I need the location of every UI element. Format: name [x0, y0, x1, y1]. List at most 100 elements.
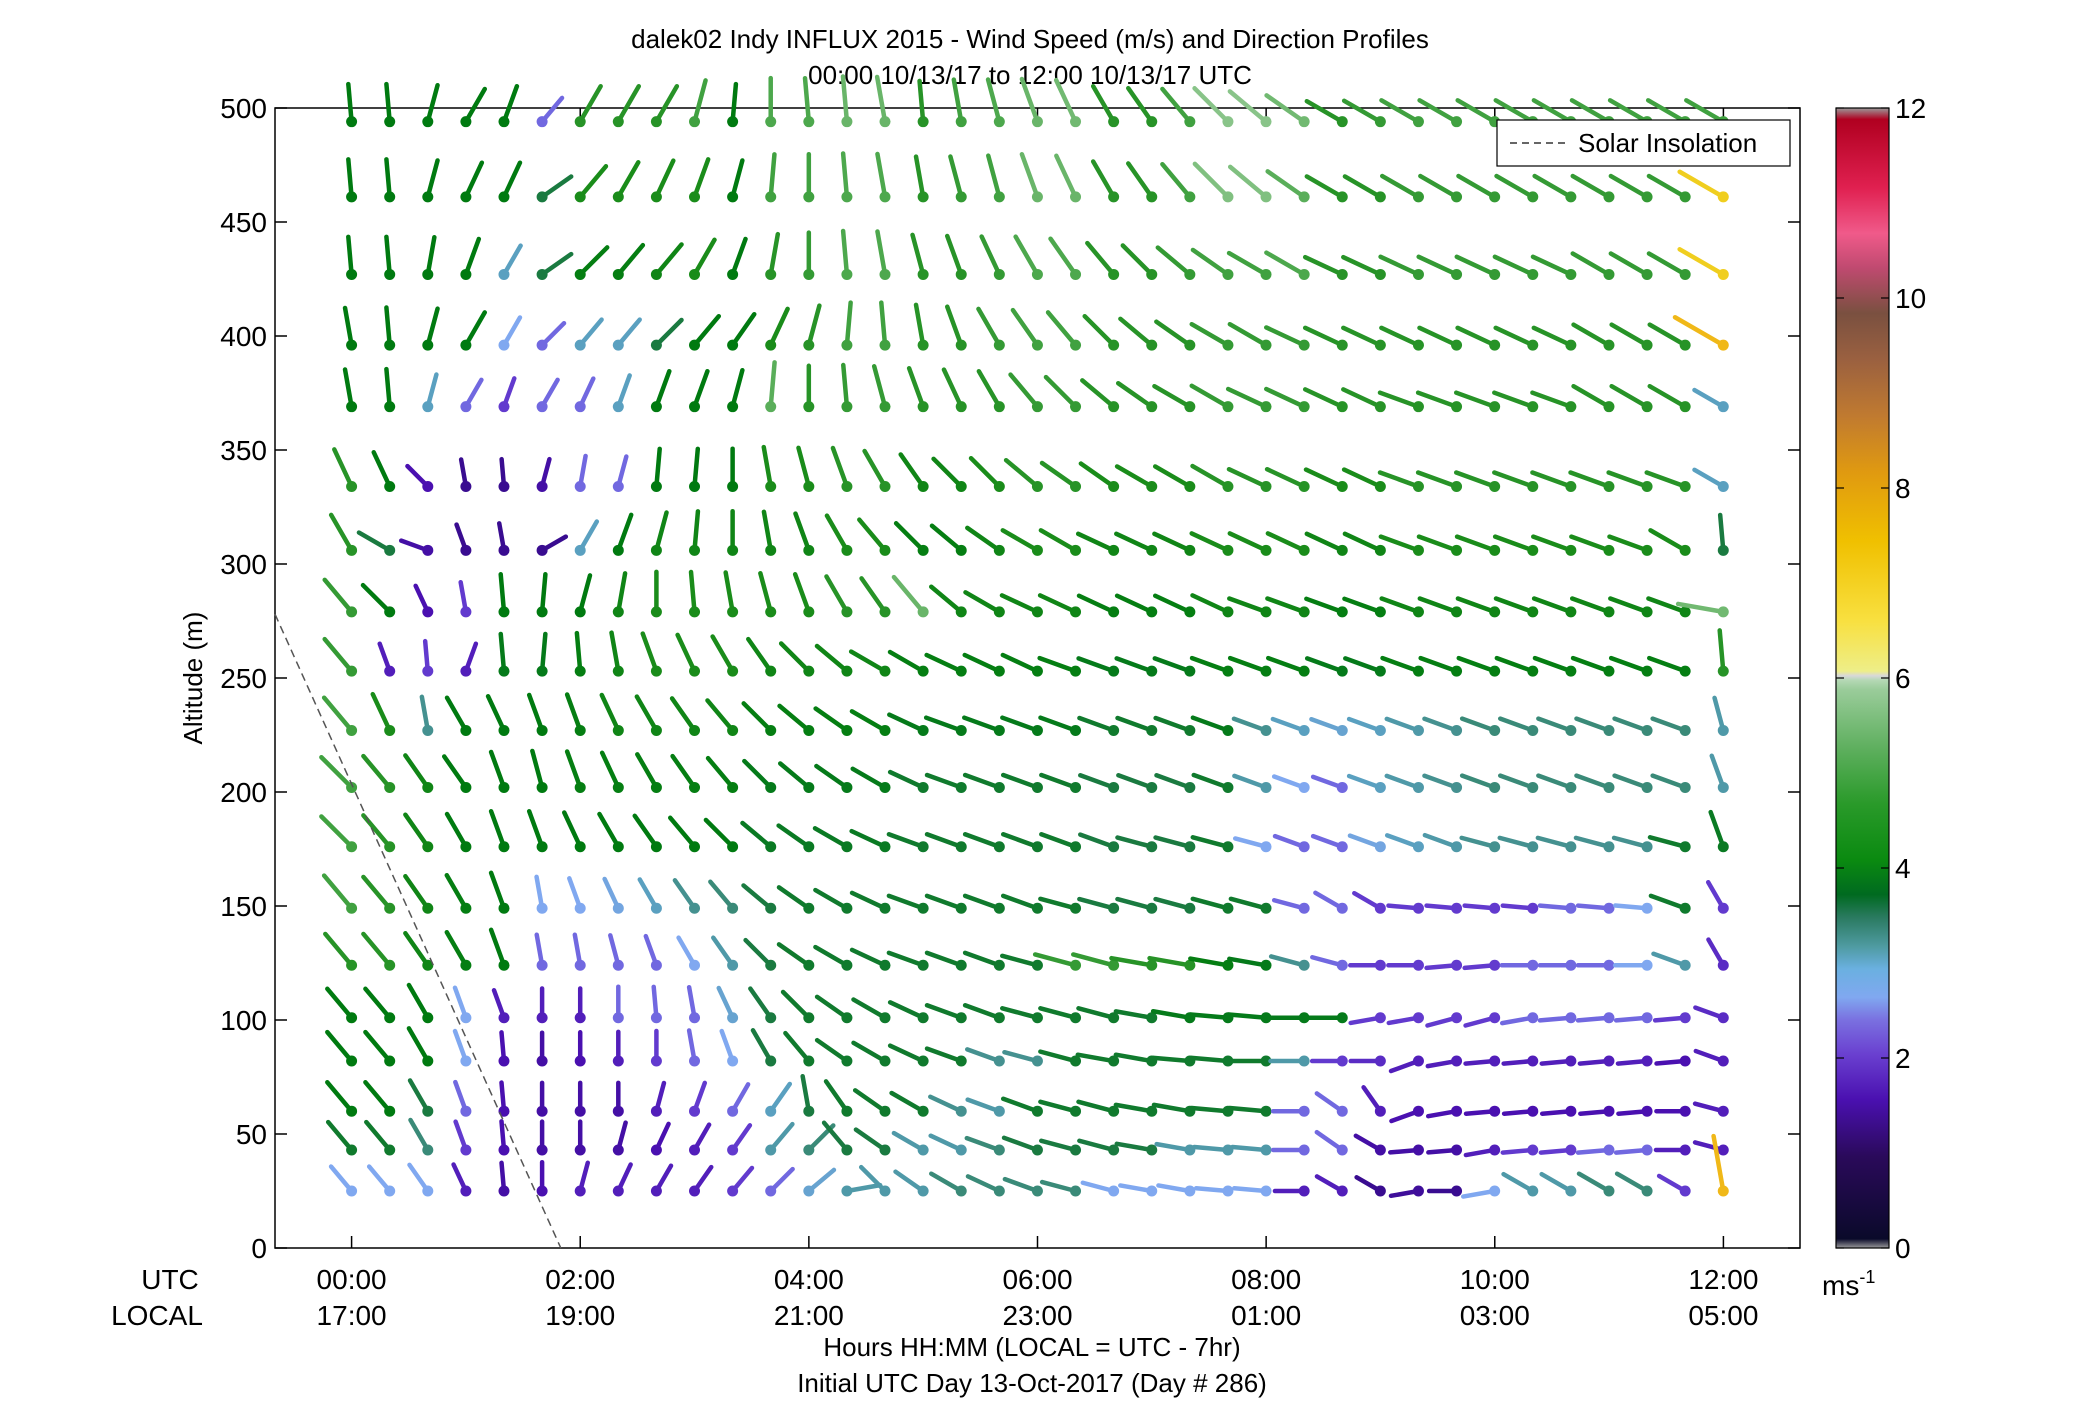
wind-barb-dot — [1565, 544, 1577, 556]
wind-barb-dot — [384, 544, 396, 556]
wind-barb-dot — [1260, 544, 1272, 556]
wind-barb-shaft — [403, 812, 431, 849]
wind-barb-dot — [1374, 1185, 1386, 1197]
wind-barb — [849, 709, 891, 736]
wind-barb-dot — [1146, 480, 1158, 492]
wind-barb — [1160, 161, 1196, 203]
wind-barb — [498, 160, 523, 203]
wind-barb-dot — [1603, 665, 1615, 677]
wind-barb-shaft — [913, 154, 926, 200]
wind-barb-shaft — [812, 826, 850, 849]
wind-barb — [1455, 325, 1501, 351]
wind-barb-shaft — [1609, 322, 1650, 348]
wind-barb — [1265, 169, 1310, 203]
wind-barb — [422, 235, 437, 280]
y-tick-label: 150 — [220, 891, 267, 922]
wind-barb — [1575, 959, 1615, 971]
wind-barb — [886, 832, 929, 853]
wind-barb — [1190, 715, 1234, 736]
wind-barb-dot — [346, 781, 358, 793]
wind-barb-shaft — [539, 631, 548, 674]
wind-barb-shaft — [488, 749, 507, 790]
wind-barb — [1574, 773, 1615, 793]
wind-barb-dot — [993, 841, 1005, 853]
wind-barb-dot — [1412, 1144, 1424, 1156]
wind-barb — [422, 372, 439, 413]
wind-barb-dot — [1603, 781, 1615, 793]
wind-barb-dot — [1527, 841, 1539, 853]
wind-barb — [1693, 1005, 1729, 1024]
wind-barb-dot — [1108, 268, 1120, 280]
wind-barb — [776, 885, 815, 914]
wind-barb — [962, 772, 1005, 793]
wind-barb-dot — [1374, 1012, 1386, 1024]
wind-barb-dot — [841, 339, 853, 351]
wind-barb — [1693, 1048, 1729, 1067]
wind-barb-dot — [1641, 1185, 1653, 1197]
wind-barb — [887, 1000, 929, 1024]
wind-barb-dot — [1260, 1144, 1272, 1156]
wind-barb — [1190, 593, 1234, 618]
wind-barb-dot — [1336, 268, 1348, 280]
wind-barb-dot — [650, 544, 662, 556]
wind-barb-dot — [765, 1055, 777, 1067]
wind-barb-dot — [1489, 665, 1501, 677]
wind-barb-shaft — [1190, 896, 1231, 911]
wind-barb-dot — [1260, 116, 1272, 128]
wind-barb-dot — [1260, 1105, 1272, 1117]
wind-barb-dot — [841, 902, 853, 914]
wind-barb — [852, 1088, 891, 1117]
wind-barb-dot — [612, 480, 624, 492]
wind-barb-dot — [536, 268, 548, 280]
wind-barb-shaft — [964, 1135, 1002, 1153]
wind-barb-shaft — [730, 81, 739, 124]
wind-barb-shaft — [1075, 531, 1116, 553]
wind-barb-dot — [1412, 401, 1424, 413]
wind-barb — [1417, 325, 1463, 351]
wind-barb — [803, 363, 815, 413]
wind-barb — [1270, 1105, 1310, 1117]
wind-barb-shaft — [802, 75, 812, 124]
wind-barb — [1388, 1144, 1424, 1156]
wind-barb-shaft — [1114, 593, 1154, 615]
wind-barb-dot — [574, 1055, 586, 1067]
legend-box — [1496, 119, 1791, 167]
wind-barb — [727, 81, 739, 128]
wind-barb — [1189, 531, 1234, 556]
wind-barb — [1530, 470, 1577, 492]
wind-barb — [924, 832, 967, 853]
wind-barb — [403, 874, 434, 914]
wind-barb — [422, 306, 440, 351]
wind-barb — [765, 1121, 795, 1156]
wind-barb-shaft — [1576, 1171, 1612, 1194]
wind-barb — [1120, 243, 1158, 280]
wind-barb-shaft — [887, 1043, 926, 1064]
wind-barb-shaft — [792, 572, 812, 615]
wind-barb — [360, 582, 396, 618]
wind-barb-shaft — [705, 755, 735, 790]
wind-barb — [1462, 959, 1501, 971]
wind-barb-dot — [422, 959, 434, 971]
wind-barb — [328, 1164, 358, 1197]
wind-barb-dot — [1146, 1012, 1158, 1024]
wind-barb-dot — [1070, 339, 1082, 351]
wind-barb-dot — [1298, 1055, 1310, 1067]
wind-barb-dot — [1451, 1055, 1463, 1067]
wind-barb-shaft — [640, 631, 659, 674]
wind-barb — [574, 573, 593, 618]
wind-barb-dot — [1336, 665, 1348, 677]
wind-barb — [686, 1028, 701, 1067]
wind-barb — [1378, 254, 1424, 280]
wind-barb-dot — [612, 959, 624, 971]
wind-barb-dot — [1489, 480, 1501, 492]
wind-barb — [1227, 655, 1272, 677]
wind-barb-shaft — [1341, 325, 1383, 348]
wind-barb-dot — [1527, 1055, 1539, 1067]
wind-barb-shaft — [740, 820, 773, 849]
wind-barb-shaft — [1048, 236, 1078, 277]
wind-barb-shaft — [323, 931, 354, 968]
wind-barb — [1048, 236, 1082, 280]
wind-barb-shaft — [1019, 152, 1040, 200]
wind-barb-shaft — [1648, 893, 1688, 911]
